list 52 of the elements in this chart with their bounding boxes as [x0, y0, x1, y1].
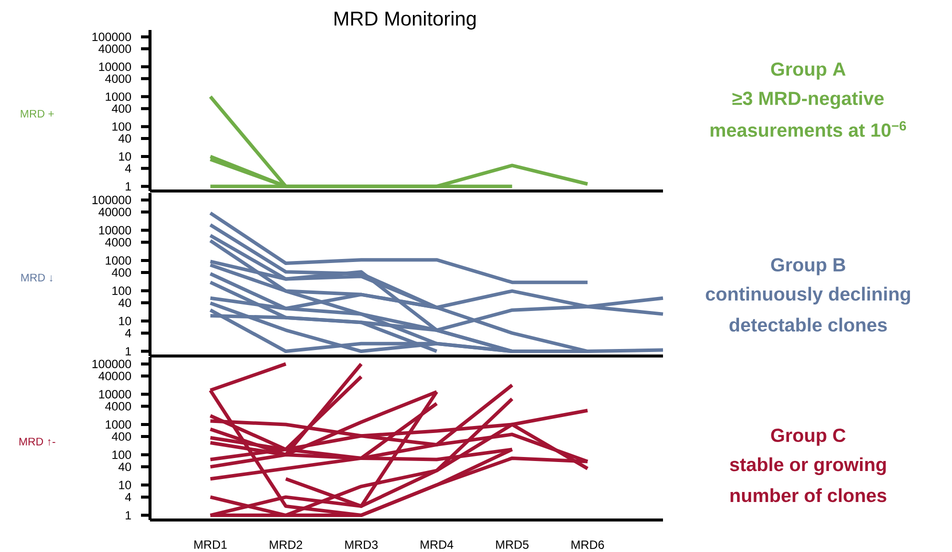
- x-tick-label: MRD1: [194, 540, 227, 549]
- y-tick-label: 10: [119, 152, 132, 161]
- y-tick-label: 1000: [106, 256, 132, 265]
- y-tick-label: 100000: [92, 360, 132, 368]
- chart-title: MRD Monitoring: [334, 10, 476, 30]
- y-tick-label: 40000: [98, 44, 132, 53]
- text: number of clones: [730, 488, 886, 502]
- y-tick-label: 100: [112, 286, 132, 295]
- y-tick-label: 4000: [105, 74, 132, 83]
- y-tick-label: 1: [126, 182, 131, 190]
- x-tick-label: MRD3: [345, 540, 378, 549]
- y-tick-label: 4: [125, 164, 132, 172]
- y-tick-label: 1000: [106, 420, 132, 429]
- y-tick-label: 100000: [92, 32, 132, 41]
- y-tick-label: 4000: [105, 238, 132, 246]
- text: Group A: [771, 62, 846, 80]
- text: Group C: [771, 428, 846, 446]
- y-tick-label: 40: [118, 462, 132, 471]
- y-tick-label: 400: [112, 104, 132, 113]
- y-axis-title: MRD ↓: [21, 274, 52, 282]
- y-tick-label: 1: [126, 347, 131, 356]
- y-tick-label: 10: [119, 480, 132, 490]
- y-tick-label: 40: [118, 298, 132, 307]
- text: measurements at 10$^{−6}$: [710, 121, 906, 137]
- y-tick-label: 40000: [98, 372, 132, 380]
- y-tick-label: 400: [112, 268, 132, 277]
- y-tick-label: 40: [118, 134, 132, 143]
- y-tick-label: 1: [126, 511, 131, 520]
- y-tick-label: 10000: [99, 62, 132, 71]
- text: ≥3 MRD-negative: [732, 91, 884, 109]
- text: stable or growing: [730, 457, 886, 475]
- x-tick-label: MRD6: [572, 540, 604, 549]
- y-axis-title: MRD +: [20, 110, 54, 118]
- y-tick-label: 1000: [106, 92, 132, 101]
- y-tick-label: 10000: [99, 390, 132, 398]
- y-tick-label: 100: [112, 122, 132, 131]
- y-axis-title: MRD ↑-: [19, 438, 56, 446]
- y-tick-label: 100: [112, 450, 132, 459]
- y-tick-label: 100000: [92, 196, 132, 204]
- y-tick-label: 4000: [105, 402, 132, 410]
- y-tick-label: 40000: [98, 208, 132, 216]
- text: Group B: [771, 258, 846, 276]
- x-tick-label: MRD4: [420, 540, 454, 549]
- y-tick-label: 10000: [99, 226, 132, 234]
- y-tick-label: 10: [119, 316, 132, 326]
- text: continuously declining: [706, 286, 910, 304]
- y-tick-label: 4: [125, 328, 132, 338]
- text: detectable clones: [730, 318, 887, 332]
- x-tick-label: MRD5: [496, 540, 529, 549]
- x-tick-label: MRD2: [270, 540, 302, 549]
- y-tick-label: 4: [125, 492, 132, 502]
- y-tick-label: 400: [112, 432, 132, 441]
